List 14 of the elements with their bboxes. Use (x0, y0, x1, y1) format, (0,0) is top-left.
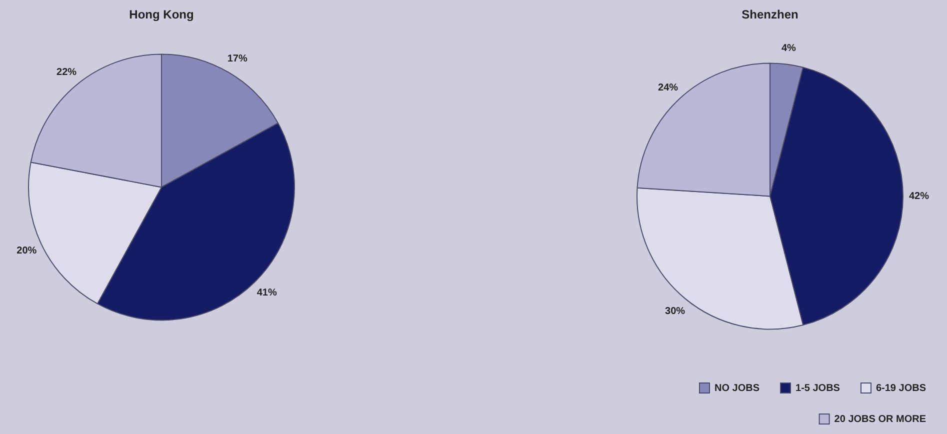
legend-label: 1-5 JOBS (796, 382, 840, 394)
data-label: 4% (781, 43, 796, 54)
data-label: 30% (665, 306, 686, 317)
data-label: 20% (16, 245, 37, 256)
legend-label: 6-19 JOBS (876, 382, 926, 394)
data-label: 22% (56, 67, 77, 78)
legend-label: NO JOBS (714, 382, 760, 394)
data-label: 42% (908, 190, 930, 202)
data-label: 41% (256, 287, 277, 298)
chart-title: Shenzhen (742, 8, 798, 22)
legend-label: 20 JOBS OR MORE (834, 414, 926, 425)
data-label: 17% (227, 54, 248, 65)
data-label: 24% (658, 82, 678, 94)
chart-title: Hong Kong (129, 8, 194, 22)
